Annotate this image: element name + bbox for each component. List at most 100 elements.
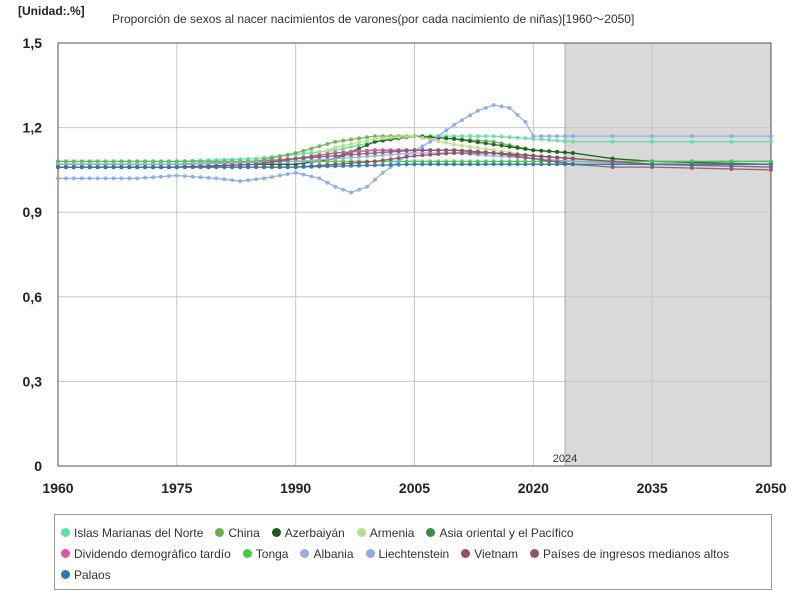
series-point <box>325 154 330 159</box>
series-point <box>436 162 441 167</box>
series-point <box>507 105 512 110</box>
legend-label: Países de ingresos medianos altos <box>543 546 730 561</box>
legend-swatch <box>365 549 375 558</box>
series-point <box>523 136 528 141</box>
series-point <box>388 152 393 157</box>
series-point <box>119 176 124 181</box>
series-point <box>555 155 560 160</box>
series-point <box>372 151 377 155</box>
series-point <box>349 163 354 168</box>
series-point <box>333 145 338 150</box>
series-point <box>357 143 361 148</box>
series-point <box>127 162 132 167</box>
series-point <box>769 139 773 144</box>
series-point <box>420 148 425 153</box>
series-point <box>444 148 449 153</box>
series-point <box>63 176 68 181</box>
series-point <box>269 160 274 164</box>
series-point <box>570 134 575 139</box>
series-point <box>388 157 393 162</box>
series-point <box>428 159 433 164</box>
series-point <box>317 144 322 149</box>
chart-legend: Islas Marianas del Norte China Azerbaiyán A… <box>54 514 772 590</box>
series-point <box>341 187 346 192</box>
series-point <box>769 165 773 170</box>
series-point <box>531 156 536 161</box>
series-point <box>357 187 361 192</box>
series-point <box>499 152 504 157</box>
series-point <box>190 165 195 170</box>
series-point <box>151 165 156 170</box>
series-point <box>483 162 488 167</box>
series-point <box>357 149 361 154</box>
series-point <box>547 134 552 139</box>
series-point <box>491 139 496 144</box>
series-point <box>71 176 76 181</box>
legend-swatch <box>356 528 366 537</box>
series-point <box>63 159 68 164</box>
series-point <box>159 159 163 164</box>
series-point <box>372 159 377 164</box>
series-point <box>230 165 235 170</box>
legend-swatch <box>461 549 471 558</box>
series-point <box>396 162 401 167</box>
series-point <box>380 163 385 167</box>
series-point <box>63 162 68 167</box>
chart-title: Proporción de sexos al nacer nacimientos… <box>112 12 635 26</box>
series-point <box>63 165 68 170</box>
series-point <box>428 139 433 144</box>
series-point <box>515 135 520 140</box>
series-point <box>475 159 480 164</box>
series-point <box>127 165 132 170</box>
series-point <box>151 175 156 180</box>
series-point <box>317 176 322 181</box>
series-point <box>460 143 464 148</box>
legend-swatch <box>530 549 540 558</box>
series-point <box>531 162 536 167</box>
series-point <box>301 164 306 169</box>
series-point <box>555 138 560 143</box>
series-point <box>444 136 449 141</box>
series-point <box>483 105 488 110</box>
series-point <box>483 159 488 164</box>
series-point <box>483 150 488 155</box>
series-point <box>412 159 417 164</box>
series-point <box>396 149 401 154</box>
series-point <box>452 122 457 127</box>
series-point <box>365 163 369 168</box>
series-point <box>357 136 361 141</box>
series-point <box>151 162 156 167</box>
series-point <box>515 145 520 150</box>
series-point <box>341 143 346 148</box>
series-point <box>491 162 496 167</box>
series-point <box>396 159 401 164</box>
legend-label: Liechtenstein <box>378 546 450 561</box>
legend-item: Albania <box>300 543 354 564</box>
series-point <box>468 134 472 139</box>
series-point <box>380 136 385 141</box>
series-point <box>103 162 108 167</box>
series-point <box>396 135 401 140</box>
series-point <box>143 165 148 170</box>
series-point <box>396 152 401 157</box>
x-tick-label: 2035 <box>637 480 668 496</box>
series-point <box>71 165 76 170</box>
series-point <box>79 159 84 164</box>
legend-swatch <box>61 528 70 537</box>
series-point <box>507 144 512 149</box>
series-point <box>475 134 480 139</box>
series-point <box>333 151 338 155</box>
series-point <box>570 159 575 164</box>
series-point <box>388 162 393 167</box>
x-tick-label: 1990 <box>280 480 311 496</box>
series-point <box>460 162 464 167</box>
series-point <box>333 156 338 161</box>
legend-swatch <box>215 528 225 537</box>
series-point <box>79 165 84 170</box>
series-point <box>341 156 346 161</box>
line-chart: 0 0,3 0,6 0,9 1,2 1,5 1960 1975 1990 2005 2020 2035… <box>23 35 787 496</box>
series-point <box>103 176 108 181</box>
legend-item: Vietnam <box>461 543 518 564</box>
series-point <box>491 151 496 155</box>
x-tick-label: 2050 <box>755 480 786 496</box>
